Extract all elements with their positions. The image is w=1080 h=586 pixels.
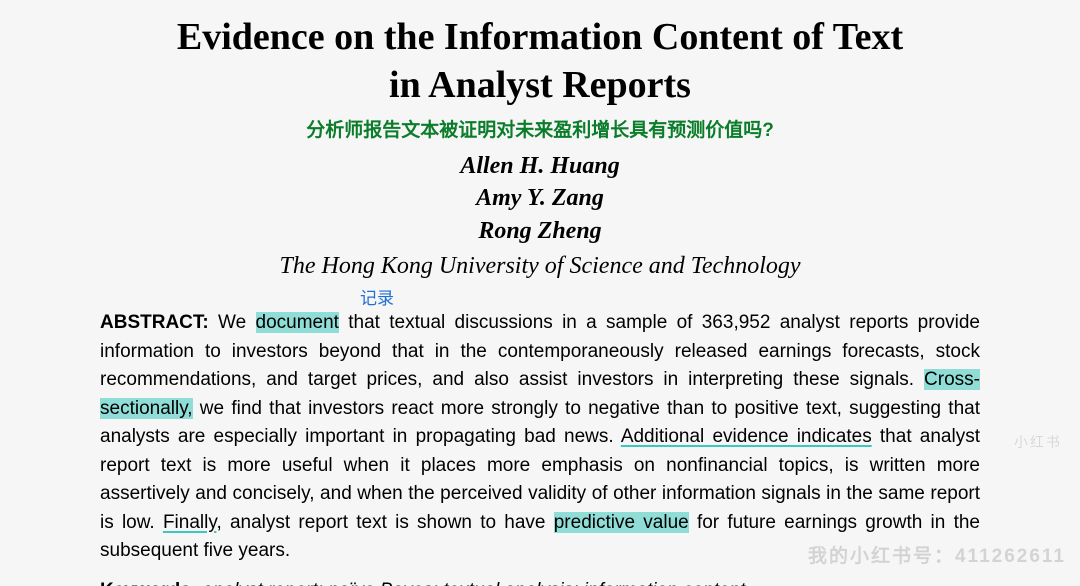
keywords-line: Keywords: analyst report; naïve Bayes; t… (100, 580, 980, 586)
author-3: Rong Zheng (478, 218, 601, 244)
subtitle-chinese: 分析师报告文本被证明对未来盈利增长具有预测价值吗? (60, 115, 1020, 142)
affiliation: The Hong Kong University of Science and … (60, 253, 1020, 280)
abstract-span-8: , analyst report text is shown to have (216, 512, 553, 533)
keywords-text: analyst report; naïve Bayes; textual ana… (197, 580, 750, 586)
title-line-1: Evidence on the Information Content of T… (177, 16, 903, 58)
author-1: Allen H. Huang (460, 153, 619, 179)
abstract-paragraph: ABSTRACT: We document that textual discu… (100, 309, 980, 566)
author-2: Amy Y. Zang (476, 185, 604, 211)
abstract-span-7: Finally (163, 512, 217, 533)
watermark-id: 我的小红书号：411262611 (808, 541, 1066, 568)
paper-title: Evidence on the Information Content of T… (60, 14, 1020, 109)
keywords-label: Keywords: (100, 580, 197, 586)
watermark-logo: 小红书 (1014, 432, 1062, 452)
paper-page: Evidence on the Information Content of T… (0, 0, 1080, 586)
author-list: Allen H. Huang Amy Y. Zang Rong Zheng (60, 150, 1020, 247)
abstract-span-9: predictive value (554, 512, 689, 533)
annotation-note: 记录 (360, 284, 1020, 309)
abstract-label: ABSTRACT: (100, 312, 209, 333)
abstract-span-1: document (256, 312, 339, 333)
title-line-2: in Analyst Reports (389, 64, 691, 106)
abstract-span-0: We (209, 312, 256, 333)
abstract-span-5: Additional evidence indicates (621, 426, 872, 447)
